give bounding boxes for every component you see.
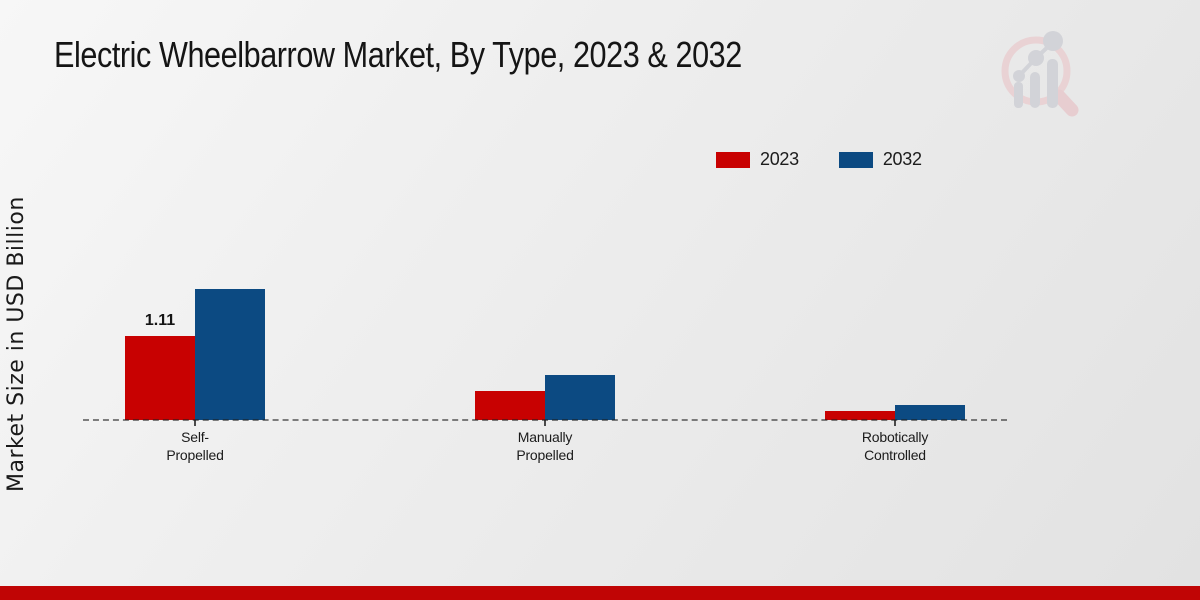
x-axis-tick [544,420,546,426]
bar-2032-robotically-controlled [895,405,965,420]
logo-dot-1 [1013,70,1025,82]
bar-value-label: 1.11 [144,312,176,329]
chart-title: Electric Wheelbarrow Market, By Type, 20… [54,34,742,75]
footer-red-bar [0,586,1200,600]
x-axis-tick [894,420,896,426]
bar-2023-self-propelled [125,336,195,420]
category-label-manually-propelled: Manually Propelled [516,429,574,463]
legend-label: 2032 [882,149,922,169]
category-label-robotically-controlled: Robotically Controlled [861,429,929,463]
logo-bar-1 [1014,82,1023,108]
logo-dot-3 [1043,31,1063,51]
legend-swatch-2023 [716,151,750,168]
legend-swatch-2032 [838,151,873,168]
magnifier-handle [1052,89,1079,117]
logo-dot-2 [1028,50,1044,66]
legend-item-2032: 2032 [838,149,922,170]
bar-2023-robotically-controlled [825,411,895,420]
legend-label: 2023 [760,149,799,169]
category-label-self-propelled: Self- Propelled [166,429,224,463]
x-axis-tick [194,420,196,426]
brand-logo-watermark [1001,31,1079,117]
bar-2023-manually-propelled [475,391,545,420]
plot-area: Self- Propelled Manually Propelled Robotical… [83,279,1007,463]
legend-item-2023: 2023 [716,149,799,170]
x-axis-baseline [83,419,1007,421]
bar-2032-self-propelled [195,289,265,420]
logo-bar-3 [1047,59,1058,108]
legend: 2023 2032 [716,149,922,170]
y-axis-label: Market Size in USD Billion [4,196,29,492]
bar-2032-manually-propelled [545,375,615,420]
logo-bar-2 [1030,72,1040,108]
